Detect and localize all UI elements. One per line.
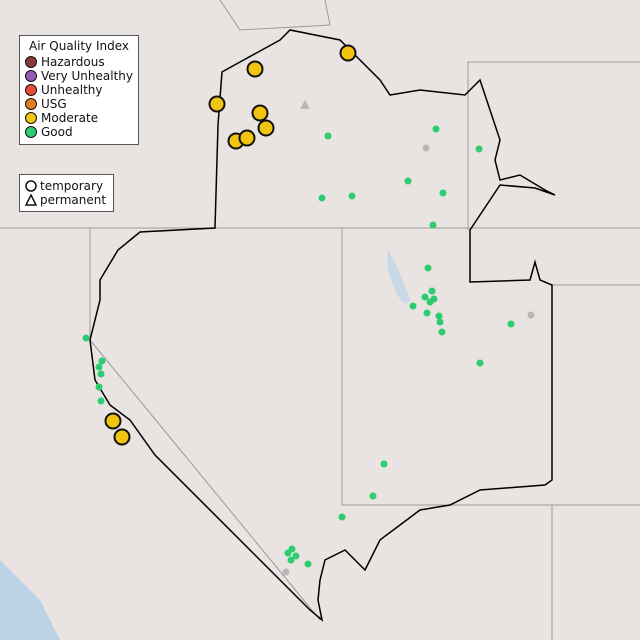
ocean [0,560,60,640]
color-swatch [25,112,37,124]
monitor-good[interactable] [338,513,346,521]
monitor-good[interactable] [82,334,90,342]
monitor-good[interactable] [430,295,438,303]
monitor-good[interactable] [429,221,437,229]
legend-item-moderate: Moderate [25,111,133,125]
monitor-good[interactable] [475,145,483,153]
legend-item-usg: USG [25,97,133,111]
monitor-good[interactable] [95,363,103,371]
color-swatch [25,126,37,138]
monitor-moderate[interactable] [238,129,256,147]
monitor-good[interactable] [476,359,484,367]
monitor-good[interactable] [439,189,447,197]
monitor-good[interactable] [380,460,388,468]
monitor-good[interactable] [304,560,312,568]
color-swatch [25,56,37,68]
monitor-good[interactable] [404,177,412,185]
monitor-good[interactable] [409,302,417,310]
monitor-markers [82,44,535,576]
monitor-moderate[interactable] [246,60,264,78]
region-boundary [89,29,556,622]
monitor-good[interactable] [98,357,106,365]
legend-item-hazardous: Hazardous [25,55,133,69]
legend-title: Air Quality Index [28,39,130,53]
monitor-good[interactable] [292,552,300,560]
monitor-good[interactable] [318,194,326,202]
legend-label: USG [41,97,67,111]
monitor-good[interactable] [287,556,295,564]
monitor-good[interactable] [97,397,105,405]
monitor-moderate[interactable] [339,44,357,62]
monitor-good[interactable] [507,320,515,328]
monitor-moderate[interactable] [257,119,275,137]
monitor-good[interactable] [424,264,432,272]
legend-item-very-unhealthy: Very Unhealthy [25,69,133,83]
aqi-legend: Air Quality Index Hazardous Very Unhealth… [19,35,139,145]
shape-legend: temporary permanent [19,174,114,212]
legend-label: temporary [40,179,104,193]
great-salt-lake [387,250,410,304]
monitor-moderate[interactable] [208,95,226,113]
monitor-moderate[interactable] [104,412,122,430]
monitor-no-data[interactable] [282,568,290,576]
color-swatch [25,70,37,82]
monitor-moderate[interactable] [251,104,269,122]
legend-item-unhealthy: Unhealthy [25,83,133,97]
legend-label: Unhealthy [41,83,103,97]
triangle-icon [25,194,37,206]
circle-icon [25,180,37,192]
monitor-good[interactable] [428,287,436,295]
legend-label: Moderate [41,111,99,125]
monitor-no-data[interactable] [422,144,430,152]
monitor-good[interactable] [421,293,429,301]
monitor-moderate[interactable] [113,428,131,446]
monitor-good[interactable] [423,309,431,317]
monitor-good[interactable] [435,312,443,320]
legend-item-good: Good [25,125,133,139]
monitor-good[interactable] [369,492,377,500]
monitor-good[interactable] [324,132,332,140]
color-swatch [25,98,37,110]
legend-label: Good [41,125,73,139]
monitor-good[interactable] [348,192,356,200]
monitor-good[interactable] [438,328,446,336]
legend-label: Hazardous [41,55,105,69]
legend-item-temporary: temporary [25,179,108,193]
monitor-good[interactable] [97,370,105,378]
monitor-good[interactable] [436,318,444,326]
monitor-good[interactable] [284,549,292,557]
monitor-no-data[interactable] [527,311,535,319]
legend-label: Very Unhealthy [41,69,133,83]
monitor-good[interactable] [95,383,103,391]
legend-label: permanent [40,193,107,207]
monitor-permanent-no-data[interactable] [300,100,310,109]
legend-item-permanent: permanent [25,193,108,207]
color-swatch [25,84,37,96]
monitor-good[interactable] [432,125,440,133]
